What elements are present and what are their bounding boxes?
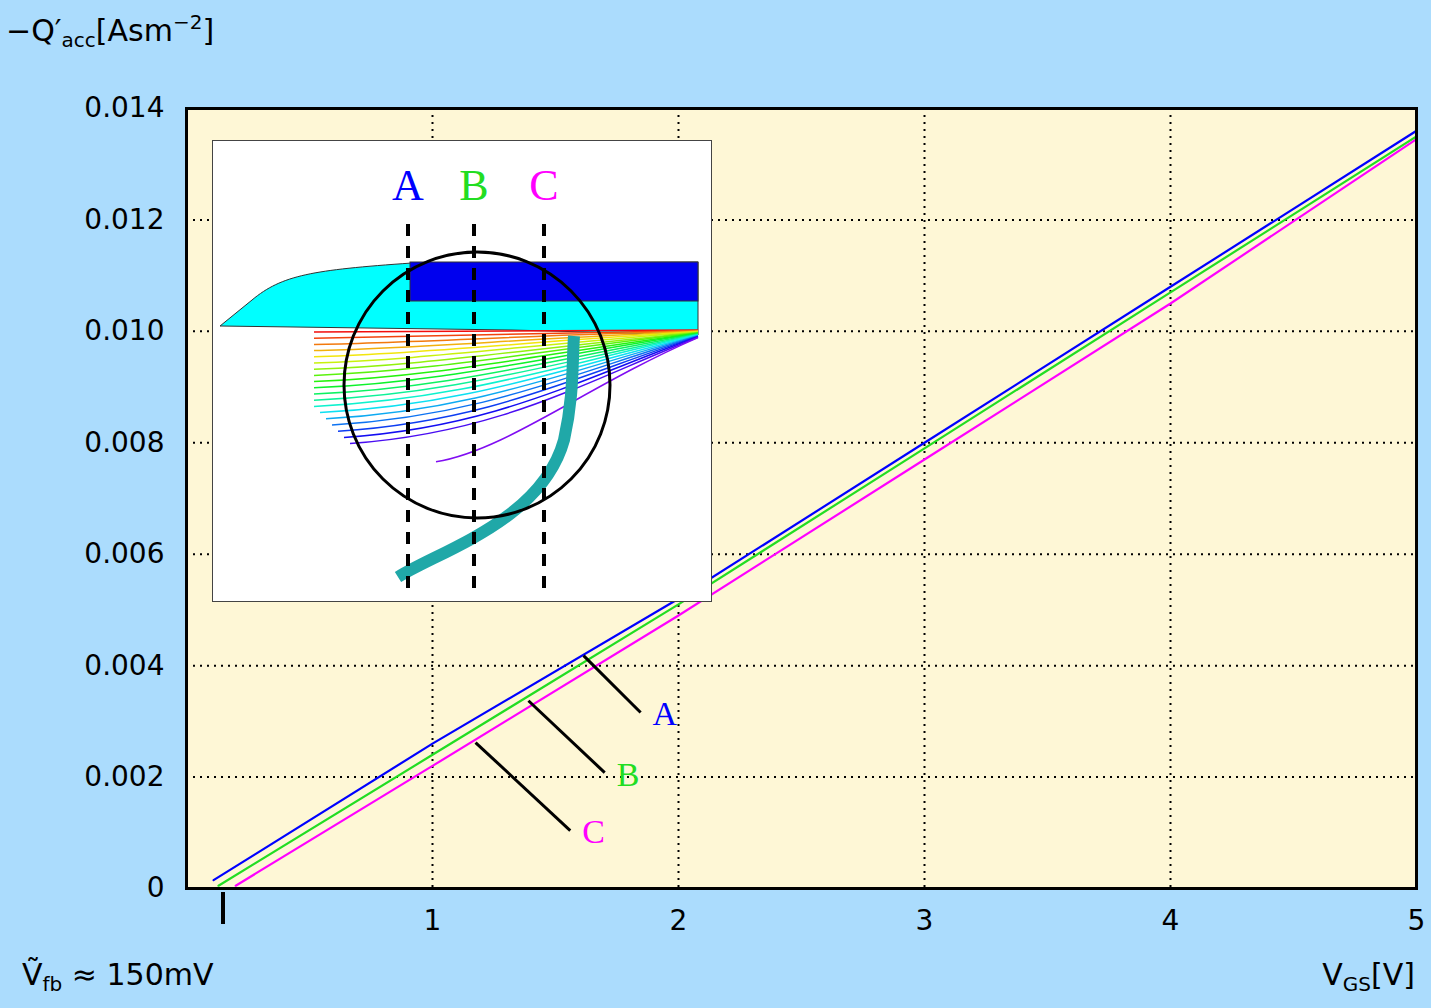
html-text:VGS[V]: VGS[V] (1322, 957, 1415, 996)
svg-text:2: 2 (670, 904, 688, 937)
svg-text:0.006: 0.006 (84, 537, 164, 570)
svg-text:0.010: 0.010 (84, 314, 164, 347)
svg-text:C: C (529, 161, 558, 210)
svg-text:B: B (617, 755, 640, 792)
svg-text:0.014: 0.014 (84, 91, 164, 124)
svg-text:0: 0 (147, 871, 165, 904)
svg-text:0.012: 0.012 (84, 203, 164, 236)
html-text:−Q′acc[Asm−2]: −Q′acc[Asm−2] (6, 10, 215, 52)
svg-text:A: A (392, 161, 424, 210)
svg-text:C: C (582, 813, 605, 850)
svg-text:5: 5 (1408, 904, 1426, 937)
svg-text:0.002: 0.002 (84, 760, 164, 793)
svg-text:A: A (653, 695, 678, 732)
svg-text:B: B (459, 161, 488, 210)
svg-text:1: 1 (424, 904, 442, 937)
svg-text:0.008: 0.008 (84, 426, 164, 459)
svg-text:3: 3 (916, 904, 934, 937)
html-text:Ṽfb≈ 150mV: Ṽfb≈ 150mV (22, 957, 214, 996)
svg-text:4: 4 (1162, 904, 1180, 937)
svg-text:0.004: 0.004 (84, 649, 164, 682)
